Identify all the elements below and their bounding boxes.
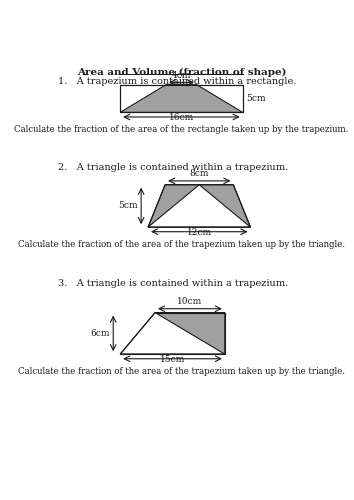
Text: 4cm: 4cm	[172, 71, 191, 80]
Text: 16cm: 16cm	[169, 114, 194, 122]
Text: 6cm: 6cm	[91, 329, 110, 338]
Text: Area and Volume (fraction of shape): Area and Volume (fraction of shape)	[77, 68, 286, 77]
Text: Calculate the fraction of the area of the trapezium taken up by the triangle.: Calculate the fraction of the area of th…	[18, 367, 345, 376]
Text: Calculate the fraction of the area of the rectangle taken up by the trapezium.: Calculate the fraction of the area of th…	[14, 124, 349, 134]
Text: 5cm: 5cm	[118, 202, 138, 210]
Text: 8cm: 8cm	[189, 169, 209, 178]
Text: 5cm: 5cm	[246, 94, 266, 103]
Polygon shape	[148, 184, 250, 227]
Polygon shape	[148, 184, 250, 227]
Text: Calculate the fraction of the area of the trapezium taken up by the triangle.: Calculate the fraction of the area of th…	[18, 240, 345, 249]
Text: 3.   A triangle is contained within a trapezium.: 3. A triangle is contained within a trap…	[58, 280, 289, 288]
Text: 15cm: 15cm	[160, 355, 185, 364]
Text: 1.   A trapezium is contained within a rectangle.: 1. A trapezium is contained within a rec…	[58, 77, 297, 86]
Bar	[120, 84, 242, 112]
Polygon shape	[120, 84, 242, 112]
Text: 2.   A triangle is contained within a trapezium.: 2. A triangle is contained within a trap…	[58, 163, 289, 172]
Bar	[120, 84, 242, 112]
Polygon shape	[120, 312, 225, 354]
Text: 12cm: 12cm	[187, 228, 212, 237]
Polygon shape	[120, 312, 225, 354]
Text: 10cm: 10cm	[177, 296, 202, 306]
